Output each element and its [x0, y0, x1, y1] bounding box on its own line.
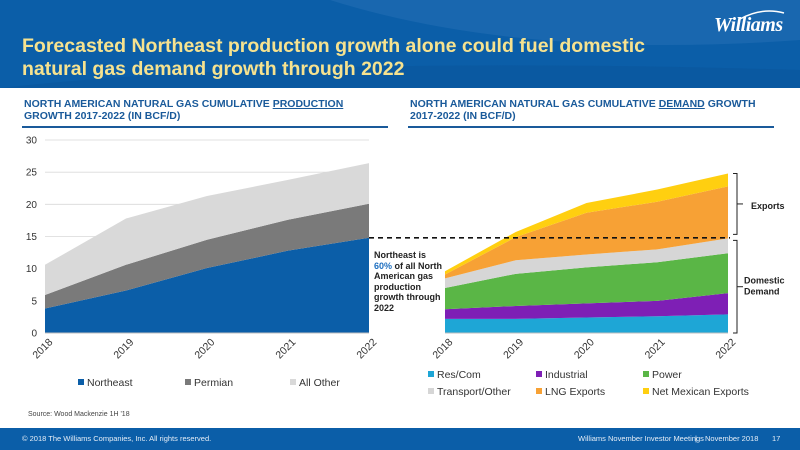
legend-item-lng-exports: LNG Exports	[536, 386, 605, 398]
title-banner: Forecasted Northeast production growth a…	[0, 0, 800, 88]
legend-swatch	[78, 379, 84, 386]
x-tick-label: 2018	[30, 336, 55, 361]
domestic-demand-label: Domestic	[744, 276, 785, 286]
x-tick-label: 2022	[354, 336, 379, 361]
area-res-com	[445, 314, 728, 333]
y-tick-label: 0	[31, 329, 37, 340]
area-transport-other	[445, 238, 728, 288]
legend-swatch	[643, 371, 649, 378]
legend-label: Permian	[194, 377, 234, 389]
y-tick-label: 15	[26, 232, 38, 243]
legend-label: Res/Com	[437, 369, 481, 381]
banner-swoosh	[0, 0, 800, 88]
x-tick-label: 2019	[111, 336, 136, 361]
production-area-chart: 0 5 10 15 20 25 30 2018 2019 2020 2021 2022	[26, 136, 380, 362]
legend-swatch	[428, 388, 434, 395]
legend-swatch	[643, 388, 649, 395]
legend-swatch	[290, 379, 296, 386]
legend-item-net-mexican-exports: Net Mexican Exports	[643, 386, 749, 398]
x-tick-label: 2019	[501, 336, 526, 361]
x-tick-label: 2021	[273, 336, 298, 361]
legend-item-permian: Permian	[185, 377, 233, 389]
y-tick-label: 20	[26, 200, 38, 211]
page-number: 17	[772, 434, 781, 443]
y-tick-label: 25	[26, 168, 38, 179]
legend-item-industrial: Industrial	[536, 369, 588, 381]
legend-swatch	[428, 371, 434, 378]
legend-item-transport-other: Transport/Other	[428, 386, 511, 398]
area-lng-exports	[445, 186, 728, 279]
y-tick-label: 30	[26, 136, 38, 147]
legend-label: Power	[652, 369, 682, 381]
area-power	[445, 253, 728, 310]
area-northeast	[45, 237, 369, 333]
x-tick-label: 2020	[192, 336, 217, 361]
source-note: Source: Wood Mackenzie 1H '18	[28, 411, 130, 418]
legend-swatch	[536, 371, 542, 378]
exports-bracket	[733, 172, 738, 235]
slide-title: Forecasted Northeast production growth a…	[22, 35, 645, 80]
legend-item-power: Power	[643, 369, 682, 381]
legend-swatch	[536, 388, 542, 395]
legend-label: Transport/Other	[437, 386, 511, 398]
northeast-share-annotation: Northeast is 60% of all North American g…	[374, 250, 443, 313]
x-tick-label: 2018	[430, 336, 455, 361]
legend-item-all-other: All Other	[290, 377, 340, 389]
logo-swoosh-icon	[739, 10, 785, 20]
demand-area-chart: 2018 2019 2020 2021 2022	[430, 173, 738, 361]
x-tick-label: 2021	[643, 336, 668, 361]
legend-label: Industrial	[545, 369, 588, 381]
x-tick-label: 2020	[572, 336, 597, 361]
legend-label: All Other	[299, 377, 340, 389]
footer-event: Williams November Investor Meetings	[578, 434, 704, 443]
legend-item-res-com: Res/Com	[428, 369, 481, 381]
demand-title-rule	[408, 126, 774, 128]
footer-separator: |	[695, 434, 697, 443]
demand-chart-title: NORTH AMERICAN NATURAL GAS CUMULATIVE DE…	[410, 98, 756, 122]
legend-label: LNG Exports	[545, 386, 606, 398]
legend-item-northeast: Northeast	[78, 377, 133, 389]
x-tick-label: 2022	[713, 336, 738, 361]
footer-date: November 2018	[705, 434, 759, 443]
area-permian	[45, 203, 369, 309]
footer-bar: © 2018 The Williams Companies, Inc. All …	[0, 428, 800, 450]
williams-logo: Williams	[714, 14, 783, 36]
area-all-other	[45, 163, 369, 296]
production-title-rule	[22, 126, 388, 128]
production-chart-title: NORTH AMERICAN NATURAL GAS CUMULATIVE PR…	[24, 98, 344, 122]
copyright-text: © 2018 The Williams Companies, Inc. All …	[22, 434, 212, 443]
domestic-demand-label: Demand	[744, 287, 780, 297]
legend-swatch	[185, 379, 191, 386]
y-tick-label: 10	[26, 264, 38, 275]
area-industrial	[445, 293, 728, 319]
legend-label: Northeast	[87, 377, 133, 389]
area-net-mexican-exports	[445, 173, 728, 275]
domestic-demand-bracket	[733, 239, 738, 334]
exports-label: Exports	[751, 201, 785, 211]
y-tick-label: 5	[31, 296, 37, 307]
legend-label: Net Mexican Exports	[652, 386, 749, 398]
